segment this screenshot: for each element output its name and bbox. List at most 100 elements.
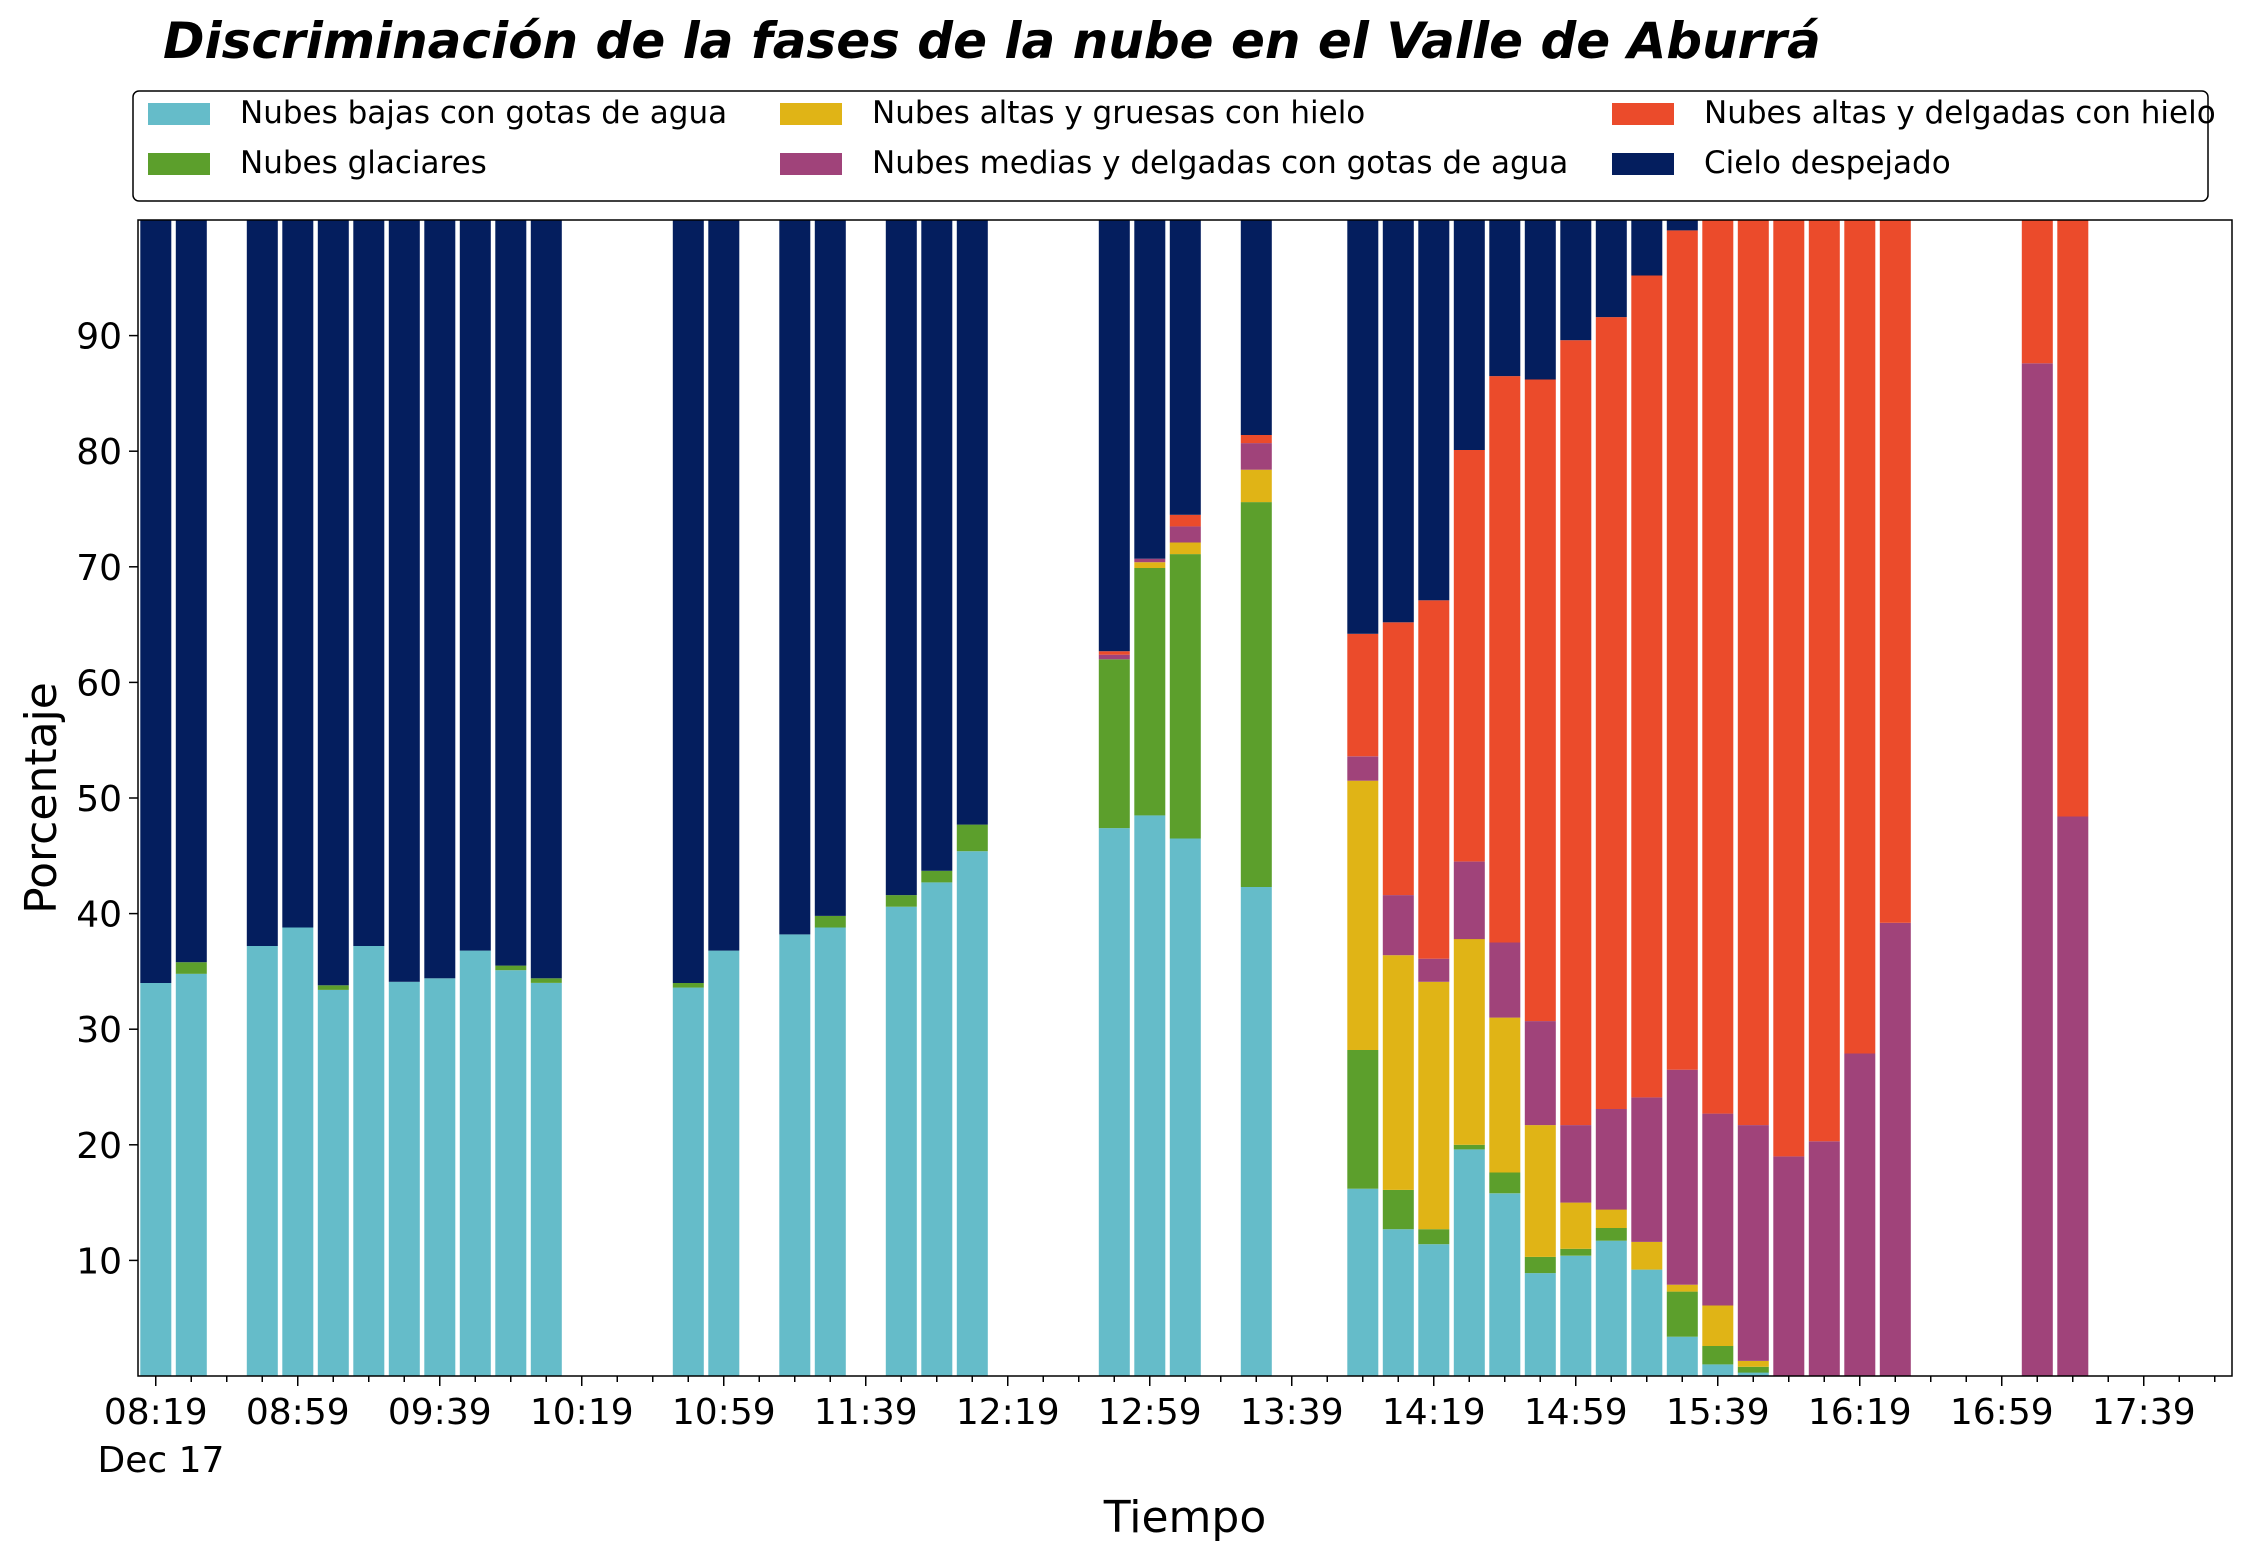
bar-segment xyxy=(814,927,846,1376)
bar-segment xyxy=(779,934,811,1376)
legend-swatch xyxy=(780,153,842,175)
x-tick-label: 14:19 xyxy=(1382,1392,1486,1433)
bar-segment xyxy=(1098,220,1130,652)
bar-segment xyxy=(921,882,953,1376)
bar-segment xyxy=(140,220,172,983)
legend-label: Cielo despejado xyxy=(1704,145,1951,181)
x-tick-label: 16:19 xyxy=(1808,1392,1912,1433)
bar-segment xyxy=(1489,1017,1521,1173)
legend: Nubes bajas con gotas de agua Nubes glaci… xyxy=(148,95,2216,181)
bar-segment xyxy=(424,978,456,1376)
bar-segment xyxy=(1347,1050,1379,1189)
bar-segment xyxy=(1702,1113,1734,1306)
bar-segment xyxy=(1560,1248,1592,1256)
bar-segment xyxy=(1844,1053,1876,1376)
legend-swatch xyxy=(1612,153,1674,175)
x-tick-label: 17:39 xyxy=(2092,1392,2196,1433)
x-date-label: Dec 17 xyxy=(98,1440,225,1481)
bar-segment xyxy=(1737,220,1769,1126)
bar-segment xyxy=(672,983,704,988)
bar-segment xyxy=(885,220,917,896)
bar-segment xyxy=(1382,955,1414,1190)
bar-segment xyxy=(1666,220,1698,231)
bar-segment xyxy=(1631,1241,1663,1270)
bar-segment xyxy=(1240,443,1272,470)
legend-label: Nubes medias y delgadas con gotas de agu… xyxy=(872,145,1568,181)
bar-segment xyxy=(1169,526,1201,543)
bar-segment xyxy=(956,824,988,852)
bar-segment xyxy=(1737,1361,1769,1367)
bar-segment xyxy=(1382,895,1414,956)
bar-segment xyxy=(2021,220,2053,364)
x-tick-label: 16:59 xyxy=(1950,1392,2054,1433)
y-tick-label: 10 xyxy=(76,1241,122,1282)
bar-segment xyxy=(1418,958,1450,982)
bar-segment xyxy=(282,220,314,928)
bar-segment xyxy=(1702,1364,1734,1376)
bar-segment xyxy=(530,983,562,1376)
bar-segment xyxy=(459,220,491,951)
bar-segment xyxy=(1240,502,1272,887)
bar-segment xyxy=(1631,275,1663,1098)
bar-segment xyxy=(1666,1291,1698,1337)
bar-segment xyxy=(1418,981,1450,1230)
legend-swatch xyxy=(148,103,210,125)
bar-segment xyxy=(1134,558,1166,563)
bar-segment xyxy=(1240,469,1272,503)
bar-segment xyxy=(1134,562,1166,568)
bar-segment xyxy=(1560,340,1592,1126)
bar-segment xyxy=(708,220,740,951)
bar-segment xyxy=(672,220,704,983)
bar-segment xyxy=(1489,376,1521,943)
bar-segment xyxy=(672,987,704,1376)
bar-segment xyxy=(1595,1209,1627,1228)
bar-segment xyxy=(1169,220,1201,515)
bar-segment xyxy=(495,970,527,1376)
bar-segment xyxy=(353,946,385,1376)
bar-segment xyxy=(1453,1149,1485,1376)
bar-segment xyxy=(1702,1345,1734,1365)
x-axis: 08:19 08:59 09:39 10:19 10:59 11:39 12:19 12:59… xyxy=(104,1376,2216,1433)
bar-segment xyxy=(814,915,846,928)
bar-segment xyxy=(1489,220,1521,377)
bar-segment xyxy=(1560,1202,1592,1249)
bar-segment xyxy=(1524,1273,1556,1376)
bar-segment xyxy=(779,220,811,935)
bar-segment xyxy=(1702,1305,1734,1346)
y-tick-label: 60 xyxy=(76,663,122,704)
bar-segment xyxy=(317,985,349,990)
bar-segment xyxy=(1524,1256,1556,1274)
bar-segment xyxy=(1453,939,1485,1145)
bar-segment xyxy=(885,906,917,1376)
bar-segment xyxy=(1453,861,1485,940)
bar-segment xyxy=(1453,1144,1485,1150)
x-tick-label: 13:39 xyxy=(1240,1392,1344,1433)
bar-segment xyxy=(530,978,562,983)
bar-segment xyxy=(282,927,314,1376)
bar-segment xyxy=(1524,1125,1556,1257)
bar-segment xyxy=(1169,514,1201,527)
bar-segment xyxy=(1702,220,1734,1114)
bar-segment xyxy=(1524,220,1556,380)
bar-layer xyxy=(140,220,2089,1376)
bar-segment xyxy=(1489,1193,1521,1376)
bar-segment xyxy=(1098,651,1130,655)
bar-segment xyxy=(175,220,207,963)
bar-segment xyxy=(1134,568,1166,816)
x-tick-label: 14:59 xyxy=(1524,1392,1628,1433)
bar-segment xyxy=(1382,1229,1414,1376)
bar-segment xyxy=(1347,633,1379,757)
bar-segment xyxy=(2057,220,2089,817)
bar-segment xyxy=(1347,780,1379,1050)
x-tick-label: 15:39 xyxy=(1666,1392,1770,1433)
bar-segment xyxy=(353,220,385,946)
bar-segment xyxy=(495,965,527,971)
bar-segment xyxy=(1240,887,1272,1376)
bar-segment xyxy=(424,220,456,979)
bar-segment xyxy=(1524,379,1556,1022)
legend-swatch xyxy=(1612,103,1674,125)
bar-segment xyxy=(1418,1244,1450,1376)
y-tick-label: 80 xyxy=(76,432,122,473)
bar-segment xyxy=(1098,659,1130,829)
bar-segment xyxy=(1418,1229,1450,1245)
